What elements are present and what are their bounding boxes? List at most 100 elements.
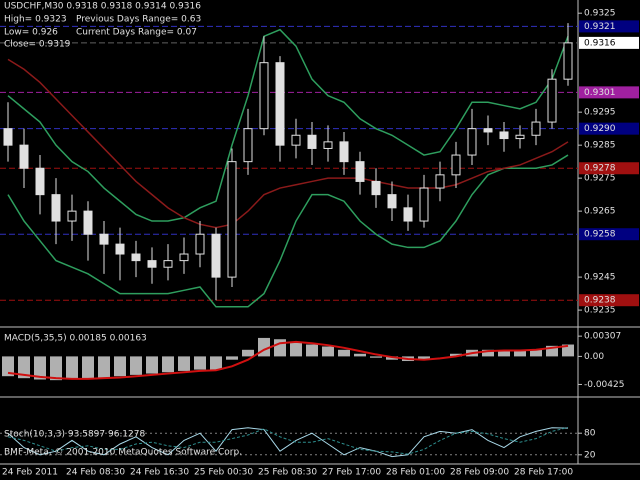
y-tick-label: 0.9325 xyxy=(584,9,616,19)
candle-body xyxy=(499,131,509,140)
histogram-bar xyxy=(178,356,190,371)
histogram-bar xyxy=(114,356,126,377)
histogram-bar xyxy=(82,356,94,379)
y-tick-label: 0.9295 xyxy=(584,108,616,118)
histogram-bar xyxy=(66,356,78,379)
histogram-bar xyxy=(274,339,286,357)
x-tick-label: 27 Feb 17:00 xyxy=(322,468,381,478)
candle-body xyxy=(83,210,93,235)
y-tick-label: -0.00425 xyxy=(584,380,624,390)
histogram-bar xyxy=(482,349,494,357)
histogram-bar xyxy=(514,350,526,357)
y-tick-label: 0.00307 xyxy=(584,332,621,342)
histogram-bar xyxy=(210,356,222,370)
header-text: High= 0.9323 xyxy=(4,15,67,25)
histogram-bar xyxy=(546,345,558,357)
histogram-bar xyxy=(306,344,318,357)
candle-body xyxy=(323,141,333,149)
candle-body xyxy=(451,154,461,176)
y-tick-label: 80 xyxy=(584,429,596,439)
histogram-bar xyxy=(322,346,334,357)
x-tick-label: 28 Feb 09:00 xyxy=(450,468,509,478)
y-tick-label: 0.9285 xyxy=(584,141,616,151)
price-label: 0.9278 xyxy=(584,164,616,174)
x-tick-label: 28 Feb 01:00 xyxy=(386,468,445,478)
y-tick-label: 0.9245 xyxy=(584,273,616,283)
candle-body xyxy=(531,121,541,136)
histogram-bar xyxy=(418,356,430,360)
candle-body xyxy=(403,207,413,222)
candle-body xyxy=(99,233,109,245)
pane-title: MACD(5,35,5) 0.00185 0.00163 xyxy=(4,334,147,344)
histogram-bar xyxy=(370,356,382,358)
x-tick-label: 28 Feb 17:00 xyxy=(514,468,573,478)
candle-body xyxy=(179,253,189,262)
candle-body xyxy=(195,233,205,255)
histogram-bar xyxy=(194,356,206,370)
price-label: 0.9238 xyxy=(584,296,616,306)
candle-body xyxy=(291,134,301,146)
candle-body xyxy=(131,253,141,262)
pane xyxy=(0,426,578,458)
x-tick-label: 25 Feb 00:30 xyxy=(194,468,253,478)
candle-body xyxy=(435,174,445,189)
y-tick-label: 0.9265 xyxy=(584,207,616,217)
candle-body xyxy=(307,134,317,149)
candle-body xyxy=(51,194,61,222)
copyright: BMF-Meta, © 2001-2010 MetaQuotes Softwar… xyxy=(4,448,242,458)
stoch-line xyxy=(7,427,569,458)
header-text: Previous Days Range= 0.63 xyxy=(76,15,201,25)
histogram-bar xyxy=(338,349,350,357)
price-label: 0.9258 xyxy=(584,230,616,240)
price-label: 0.9316 xyxy=(584,38,616,48)
signal-line xyxy=(7,340,569,380)
candle-body xyxy=(19,144,29,169)
stoch-line xyxy=(7,426,569,455)
candle-body xyxy=(467,128,477,156)
header-text: Low= 0.926 xyxy=(4,28,58,38)
candle-body xyxy=(227,161,237,278)
candle-body xyxy=(211,233,221,278)
histogram-bar xyxy=(226,356,238,360)
x-tick-label: 24 Feb 2011 xyxy=(2,468,58,478)
price-box xyxy=(579,228,639,241)
price-box xyxy=(579,122,639,135)
price-box xyxy=(579,20,639,33)
candle-body xyxy=(243,128,253,163)
x-tick-label: 24 Feb 16:30 xyxy=(130,468,189,478)
price-box xyxy=(579,162,639,175)
histogram-bar xyxy=(450,353,462,357)
histogram-bar xyxy=(2,356,14,377)
candle-body xyxy=(387,194,397,209)
indicator-line xyxy=(7,154,569,308)
histogram-bar xyxy=(50,356,62,381)
candle-body xyxy=(355,161,365,182)
histogram-bar xyxy=(354,353,366,357)
histogram-bar xyxy=(530,349,542,357)
price-box xyxy=(579,294,639,307)
histogram-bar xyxy=(130,356,142,375)
candle-body xyxy=(163,260,173,268)
candle-body xyxy=(275,62,285,146)
histogram-bar xyxy=(242,349,254,357)
indicator-line xyxy=(7,28,569,222)
histogram-bar xyxy=(146,356,158,374)
histogram-bar xyxy=(34,356,46,380)
candle-body xyxy=(67,210,77,222)
price-box xyxy=(579,86,639,99)
candle-body xyxy=(563,42,573,80)
price-box xyxy=(579,36,639,49)
candle-body xyxy=(147,260,157,268)
candle-body xyxy=(483,128,493,133)
candle-body xyxy=(339,141,349,163)
histogram-bar xyxy=(162,356,174,373)
histogram-bar xyxy=(98,356,110,378)
x-tick-label: 25 Feb 08:30 xyxy=(258,468,317,478)
pane xyxy=(0,23,578,308)
pane xyxy=(2,337,574,381)
price-label: 0.9321 xyxy=(584,22,616,32)
indicator-line xyxy=(7,58,569,229)
